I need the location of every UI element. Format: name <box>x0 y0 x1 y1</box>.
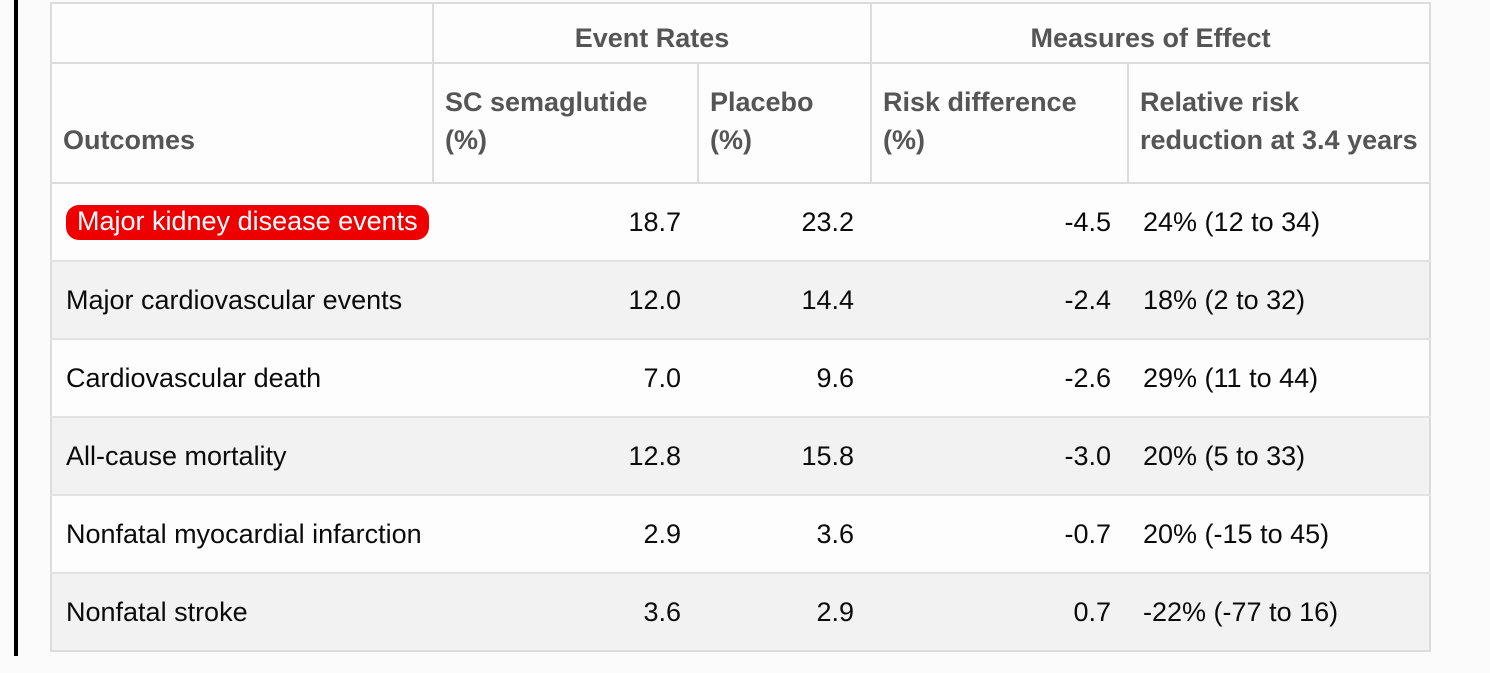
sc-semaglutide-value: 18.7 <box>433 182 698 261</box>
relative-risk-reduction-value: 20% (5 to 33) <box>1128 416 1431 495</box>
column-header-outcomes: Outcomes <box>50 62 434 184</box>
placebo-value: 23.2 <box>698 182 872 261</box>
column-header-placebo: Placebo (%) <box>696 62 873 184</box>
table-row: Nonfatal myocardial infarction 2.9 3.6 -… <box>51 494 1431 573</box>
column-header-row: Outcomes SC semaglutide (%) Placebo (%) … <box>50 62 1432 184</box>
placebo-value: 3.6 <box>698 494 872 573</box>
risk-difference-value: -4.5 <box>871 182 1129 261</box>
outcome-cell: Cardiovascular death <box>51 338 433 417</box>
group-header-row: Event Rates Measures of Effect <box>50 2 1432 64</box>
outcome-cell: Nonfatal myocardial infarction <box>51 494 433 573</box>
outcomes-table: Event Rates Measures of Effect Outcomes … <box>50 2 1432 652</box>
sc-semaglutide-value: 7.0 <box>433 338 698 417</box>
risk-difference-value: 0.7 <box>871 572 1129 651</box>
sc-semaglutide-value: 12.0 <box>433 260 698 339</box>
sc-semaglutide-value: 12.8 <box>433 416 698 495</box>
outcome-cell: Nonfatal stroke <box>51 572 433 651</box>
risk-difference-value: -2.6 <box>871 338 1129 417</box>
column-header-risk-difference: Risk difference (%) <box>870 62 1130 184</box>
table-row: Cardiovascular death 7.0 9.6 -2.6 29% (1… <box>51 338 1431 417</box>
outcome-label: Major cardiovascular events <box>66 284 403 315</box>
outcome-label: Nonfatal myocardial infarction <box>66 518 422 549</box>
sc-semaglutide-value: 2.9 <box>433 494 698 573</box>
text-cursor-bar <box>14 0 18 656</box>
placebo-value: 14.4 <box>698 260 872 339</box>
sc-semaglutide-value: 3.6 <box>433 572 698 651</box>
table-row: Nonfatal stroke 3.6 2.9 0.7 -22% (-77 to… <box>51 572 1431 651</box>
risk-difference-value: -3.0 <box>871 416 1129 495</box>
outcome-label: Cardiovascular death <box>66 362 322 393</box>
table-row: Major cardiovascular events 12.0 14.4 -2… <box>51 260 1431 339</box>
outcome-cell: Major kidney disease events <box>51 182 433 261</box>
column-header-sc-semaglutide: SC semaglutide (%) <box>432 62 699 184</box>
table-row: All-cause mortality 12.8 15.8 -3.0 20% (… <box>51 416 1431 495</box>
highlighted-outcome-pill: Major kidney disease events <box>66 204 429 240</box>
relative-risk-reduction-value: -22% (-77 to 16) <box>1128 572 1431 651</box>
risk-difference-value: -2.4 <box>871 260 1129 339</box>
risk-difference-value: -0.7 <box>871 494 1129 573</box>
relative-risk-reduction-value: 29% (11 to 44) <box>1128 338 1431 417</box>
outcome-cell: Major cardiovascular events <box>51 260 433 339</box>
relative-risk-reduction-value: 18% (2 to 32) <box>1128 260 1431 339</box>
column-header-relative-risk-reduction: Relative risk reduction at 3.4 years <box>1127 62 1432 184</box>
relative-risk-reduction-value: 24% (12 to 34) <box>1128 182 1431 261</box>
outcomes-table-container: Event Rates Measures of Effect Outcomes … <box>50 2 1432 652</box>
group-header-empty-cell <box>50 2 434 64</box>
relative-risk-reduction-value: 20% (-15 to 45) <box>1128 494 1431 573</box>
placebo-value: 2.9 <box>698 572 872 651</box>
placebo-value: 15.8 <box>698 416 872 495</box>
placebo-value: 9.6 <box>698 338 872 417</box>
group-header-measures-of-effect: Measures of Effect <box>870 2 1432 64</box>
table-row: Major kidney disease events 18.7 23.2 -4… <box>51 182 1431 261</box>
outcome-cell: All-cause mortality <box>51 416 433 495</box>
group-header-event-rates: Event Rates <box>431 2 873 64</box>
outcome-label: Nonfatal stroke <box>66 596 248 627</box>
outcome-label: All-cause mortality <box>66 440 287 471</box>
